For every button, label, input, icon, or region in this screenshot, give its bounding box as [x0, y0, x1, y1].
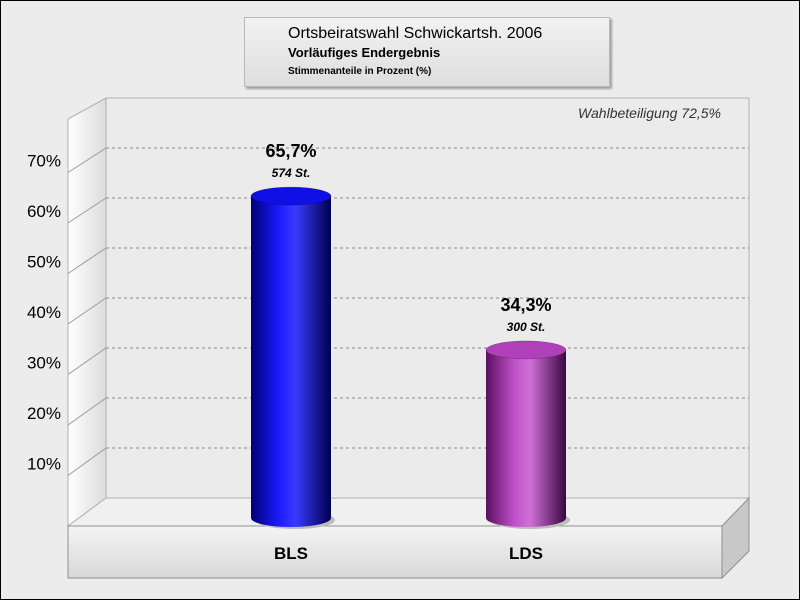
- votes-label: 300 St.: [507, 320, 546, 334]
- y-tick-label: 20%: [27, 404, 61, 423]
- chart-subtitle: Vorläufiges Endergebnis: [288, 45, 441, 60]
- floor: [66, 497, 751, 527]
- y-tick-label: 10%: [27, 455, 61, 474]
- bar-top: [485, 340, 567, 360]
- wall-gridline: [67, 397, 107, 426]
- title-box: Ortsbeiratswahl Schwickartsh. 2006 Vorlä…: [244, 17, 610, 87]
- bar-top: [250, 186, 332, 206]
- bar-body: [251, 196, 331, 527]
- bar-bls: [250, 186, 335, 529]
- category-label: LDS: [509, 544, 543, 563]
- wall-gridline: [67, 147, 107, 173]
- category-label: BLS: [274, 544, 308, 563]
- wall-gridline: [67, 197, 107, 224]
- y-tick-label: 50%: [27, 253, 61, 272]
- y-tick-label: 40%: [27, 303, 61, 322]
- y-tick-label: 60%: [27, 202, 61, 221]
- wall-gridline: [67, 347, 107, 375]
- wall-gridline: [67, 297, 107, 325]
- category-axis-band: [67, 525, 723, 579]
- wall-gridline: [67, 247, 107, 274]
- value-label: 65,7%: [265, 141, 316, 161]
- wall-gridline: [67, 447, 107, 476]
- y-tick-label: 70%: [27, 152, 61, 171]
- chart-note: Stimmenanteile in Prozent (%): [288, 66, 432, 77]
- bar-lds: [485, 340, 570, 529]
- votes-label: 574 St.: [272, 166, 311, 180]
- value-label: 34,3%: [500, 295, 551, 315]
- turnout-annotation: Wahlbeteiligung 72,5%: [578, 105, 721, 121]
- y-tick-label: 30%: [27, 354, 61, 373]
- band-right-side: [721, 496, 750, 580]
- chart-title: Ortsbeiratswahl Schwickartsh. 2006: [288, 25, 543, 42]
- bar-body: [486, 349, 566, 527]
